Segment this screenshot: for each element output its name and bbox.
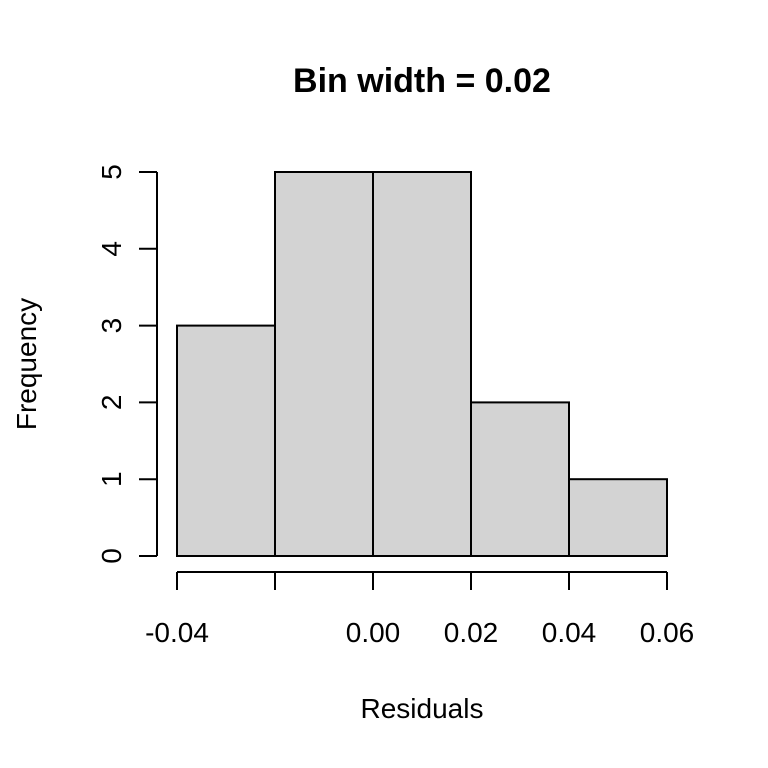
histogram-bar-5 (568, 478, 668, 558)
y-tick-label-4: 4 (96, 241, 127, 257)
y-tick-label-5: 5 (96, 164, 127, 180)
x-axis-label: Residuals (361, 693, 484, 724)
histogram-bars (176, 171, 668, 558)
histogram-bar-4 (470, 401, 570, 557)
x-tick-label-4: 0.04 (542, 617, 597, 648)
x-axis: -0.04 0.00 0.02 0.04 0.06 (145, 571, 695, 648)
y-axis: 0 1 2 3 4 5 (96, 164, 158, 564)
x-tick-label-2: 0.00 (346, 617, 401, 648)
y-tick-label-0: 0 (96, 548, 127, 564)
x-tick-label-3: 0.02 (444, 617, 499, 648)
x-tick-label-5: 0.06 (640, 617, 695, 648)
y-axis-label: Frequency (11, 298, 42, 430)
y-tick-label-2: 2 (96, 395, 127, 411)
histogram-bar-3 (372, 171, 472, 557)
y-tick-label-3: 3 (96, 318, 127, 334)
y-tick-label-1: 1 (96, 471, 127, 487)
x-tick-label-0: -0.04 (145, 617, 209, 648)
histogram-bar-2 (274, 171, 374, 557)
chart-title: Bin width = 0.02 (293, 62, 551, 100)
histogram-bar-1 (176, 324, 276, 557)
